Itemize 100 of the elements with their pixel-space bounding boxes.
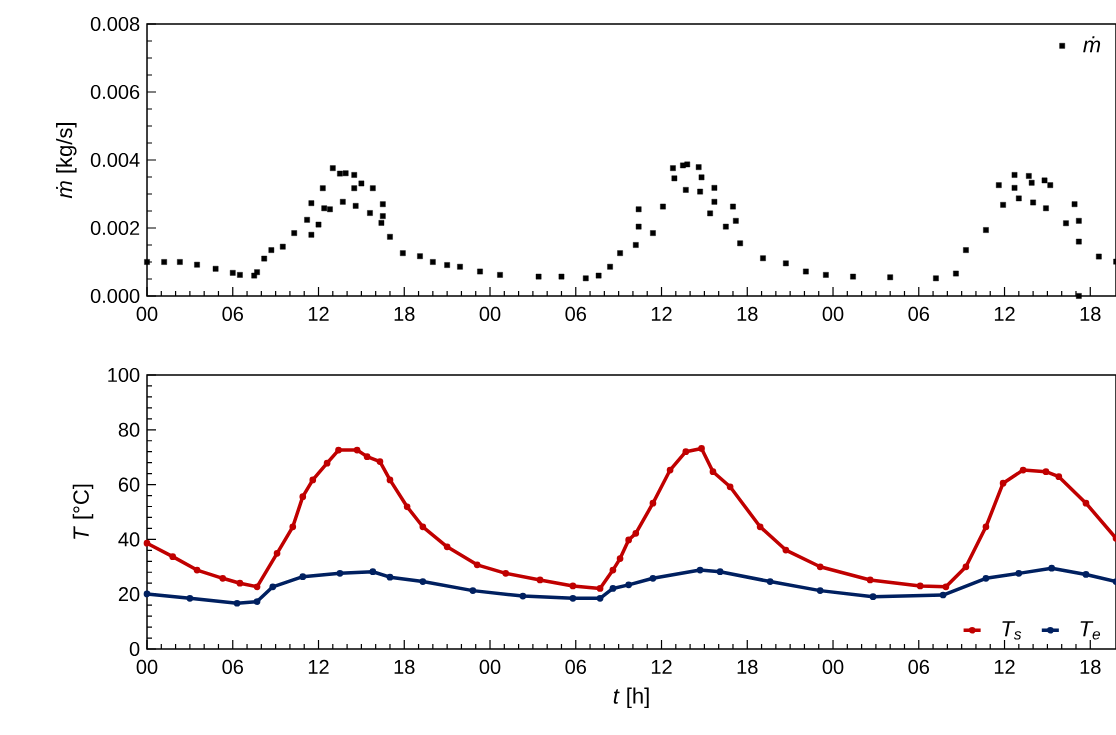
point bbox=[982, 574, 990, 582]
y-tick-label: 100 bbox=[108, 367, 140, 383]
point bbox=[666, 466, 674, 474]
point bbox=[682, 448, 690, 456]
y-axis-title: ṁ [kg/s] bbox=[56, 123, 77, 199]
point bbox=[869, 593, 877, 600]
point bbox=[273, 550, 281, 557]
y-tick-label: 0.002 bbox=[90, 220, 140, 236]
legend-label: T$_{e}$ bbox=[1080, 621, 1101, 640]
point bbox=[756, 523, 764, 531]
x-tick-label: 06 bbox=[908, 306, 930, 321]
point bbox=[336, 570, 344, 577]
x-tick-label: 18 bbox=[737, 306, 758, 321]
point bbox=[386, 476, 394, 484]
point bbox=[233, 599, 241, 607]
x-tick-label: 18 bbox=[737, 659, 758, 674]
x-tick-label: 12 bbox=[994, 306, 1015, 321]
y-tick-label: 20 bbox=[118, 587, 140, 602]
point bbox=[569, 594, 577, 602]
point bbox=[766, 578, 774, 585]
point bbox=[403, 503, 411, 511]
point bbox=[1082, 571, 1090, 578]
point bbox=[289, 523, 297, 531]
point bbox=[386, 573, 394, 581]
point bbox=[1055, 473, 1063, 480]
x-tick-label: 18 bbox=[1080, 659, 1101, 674]
point bbox=[726, 483, 734, 491]
x-tick-label: 12 bbox=[994, 659, 1015, 674]
point bbox=[299, 573, 307, 580]
point bbox=[716, 568, 724, 576]
point bbox=[1042, 468, 1050, 476]
point bbox=[219, 574, 227, 582]
point bbox=[596, 594, 604, 602]
point bbox=[376, 458, 384, 465]
y-tick-label: 0.008 bbox=[90, 16, 140, 32]
point bbox=[1019, 466, 1027, 474]
point bbox=[253, 583, 261, 591]
x-tick-label: 00 bbox=[479, 306, 501, 321]
point bbox=[269, 583, 277, 591]
point bbox=[323, 459, 331, 467]
x-tick-label: 06 bbox=[222, 306, 243, 321]
point bbox=[698, 445, 705, 452]
point bbox=[473, 561, 481, 569]
point bbox=[519, 592, 527, 600]
point bbox=[982, 523, 990, 531]
point bbox=[866, 576, 874, 584]
x-tick-label: 00 bbox=[136, 659, 158, 674]
x-tick-label: 00 bbox=[822, 659, 844, 674]
point bbox=[649, 499, 657, 507]
y-tick-label: 0.004 bbox=[90, 152, 140, 168]
point bbox=[363, 453, 371, 460]
point bbox=[353, 446, 361, 454]
point bbox=[916, 582, 924, 590]
point bbox=[609, 585, 617, 592]
point bbox=[369, 568, 377, 576]
y-tick-label: 0.000 bbox=[90, 288, 140, 304]
point bbox=[299, 493, 307, 500]
point bbox=[939, 591, 947, 599]
point bbox=[709, 468, 717, 476]
point bbox=[193, 566, 201, 574]
point bbox=[143, 539, 151, 547]
x-tick-label: 18 bbox=[394, 659, 415, 674]
point bbox=[609, 566, 617, 574]
point bbox=[236, 579, 244, 587]
point bbox=[625, 581, 632, 589]
point bbox=[469, 587, 477, 594]
point bbox=[186, 594, 194, 602]
legend-label: T$_{s}$ bbox=[1002, 621, 1022, 640]
x-tick-label: 00 bbox=[136, 306, 158, 321]
point bbox=[169, 553, 177, 560]
x-tick-label: 12 bbox=[651, 659, 672, 674]
legend-label: ṁ bbox=[1083, 36, 1101, 53]
x-tick-label: 06 bbox=[908, 659, 930, 674]
point bbox=[143, 590, 151, 598]
point bbox=[1082, 499, 1090, 507]
point bbox=[335, 446, 342, 454]
point bbox=[1048, 564, 1056, 572]
point bbox=[816, 563, 824, 571]
point bbox=[625, 536, 632, 544]
point bbox=[616, 555, 624, 562]
y-tick-label: 0.006 bbox=[90, 84, 140, 100]
point bbox=[502, 570, 510, 577]
point bbox=[999, 479, 1007, 487]
y-tick-label: 0 bbox=[129, 641, 140, 657]
y-tick-label: 80 bbox=[118, 422, 140, 437]
x-tick-label: 18 bbox=[1080, 306, 1101, 321]
point bbox=[1015, 570, 1023, 577]
point bbox=[596, 585, 604, 592]
point bbox=[419, 578, 427, 585]
x-tick-label: 06 bbox=[565, 659, 586, 674]
point bbox=[816, 587, 824, 594]
x-axis-title: t [h] bbox=[613, 687, 649, 709]
y-axis-title: T [°C] bbox=[72, 484, 94, 539]
point bbox=[649, 574, 657, 582]
y-tick-label: 40 bbox=[118, 532, 140, 547]
point bbox=[782, 546, 790, 554]
point bbox=[942, 583, 950, 591]
x-tick-label: 06 bbox=[565, 306, 586, 321]
point bbox=[569, 582, 577, 590]
x-tick-label: 12 bbox=[308, 659, 329, 674]
